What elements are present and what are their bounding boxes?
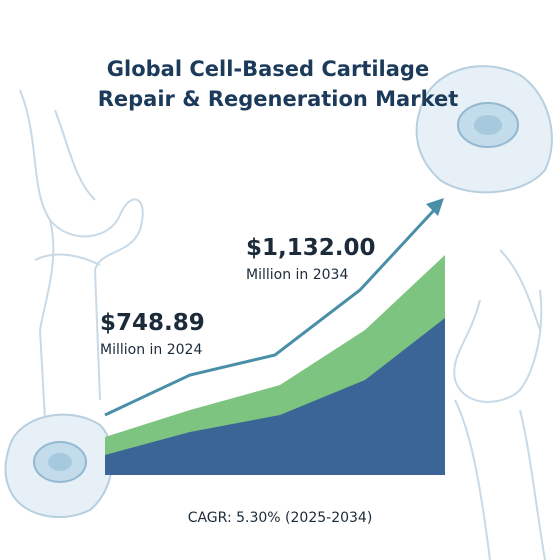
callout-note: Million in 2024 (100, 342, 202, 358)
title-line: Repair & Regeneration Market (98, 87, 459, 111)
growth-area-lower (105, 318, 445, 475)
growth-arrow (104, 206, 438, 417)
callout-value: $748.89 (100, 310, 205, 336)
bone-illustration-right (453, 249, 546, 560)
callout-value: $1,132.00 (246, 235, 376, 261)
title-line: Global Cell-Based Cartilage (107, 57, 429, 81)
arrow-head (426, 198, 444, 216)
callout-note: Million in 2034 (246, 267, 348, 283)
bone-illustration-left (19, 89, 144, 421)
cagr: CAGR: 5.30% (2025-2034) (188, 510, 373, 526)
cell-illustration (4, 65, 553, 518)
